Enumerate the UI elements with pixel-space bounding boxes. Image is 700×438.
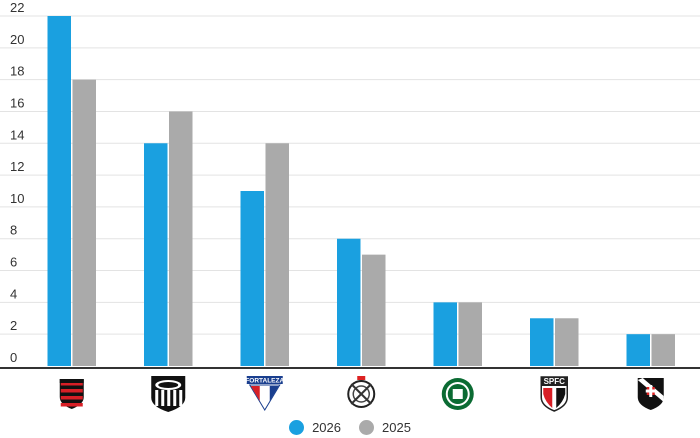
palmeiras-crest-icon [441,378,474,410]
y-tick-label: 10 [10,191,24,206]
bar-2025-palmeiras[interactable] [458,302,483,366]
y-tick-label: 0 [10,350,17,365]
ceara-crest-icon [151,376,186,412]
y-tick-label: 14 [10,127,24,142]
fortaleza-crest-text: FORTALEZA [245,378,284,385]
corinthians-crest-icon [347,376,376,408]
y-tick-label: 8 [10,223,17,238]
bar-2026-fortaleza[interactable] [240,191,265,366]
bar-2025-flamengo[interactable] [72,79,97,367]
flamengo-crest-icon [59,379,84,409]
sao-paulo-crest-text: SPFC [544,377,566,386]
y-axis-ticks: 0 2 4 6 8 10 12 14 16 18 20 22 [10,0,24,365]
x-axis-crests: FORTALEZA SPFC [59,376,664,412]
legend-item-2026[interactable]: 2026 [289,420,341,435]
y-tick-label: 6 [10,255,17,270]
y-tick-label: 12 [10,159,24,174]
bar-2025-corinthians[interactable] [362,254,386,366]
bar-2026-flamengo[interactable] [47,16,72,366]
bar-chart: 0 2 4 6 8 10 12 14 16 18 20 22 FORTALEZA SPFC [0,0,700,412]
vasco-crest-icon [637,378,664,410]
legend-item-2025[interactable]: 2025 [359,420,411,435]
y-tick-label: 2 [10,318,17,333]
bar-2026-vasco[interactable] [626,334,651,366]
bar-2025-fortaleza[interactable] [265,143,290,366]
legend-swatch-2026 [289,420,305,435]
bar-2025-ceara[interactable] [169,111,193,366]
y-tick-label: 18 [10,64,24,79]
legend-label-2025: 2025 [382,420,411,435]
bar-2025-sao-paulo[interactable] [555,318,579,366]
y-tick-label: 22 [10,0,24,15]
bars [47,16,676,367]
bar-2026-palmeiras[interactable] [433,302,458,366]
y-tick-label: 20 [10,32,24,47]
fortaleza-crest-icon: FORTALEZA [245,376,284,411]
legend-swatch-2025 [359,420,374,435]
bar-2026-corinthians[interactable] [337,238,361,366]
bar-2026-ceara[interactable] [144,143,168,366]
bar-2026-sao-paulo[interactable] [530,318,554,366]
grid-lines [0,15,700,335]
legend-label-2026: 2026 [312,420,341,435]
sao-paulo-crest-icon: SPFC [540,376,568,412]
legend: 2026 2025 [0,420,700,435]
y-tick-label: 16 [10,95,24,110]
bar-2025-vasco[interactable] [651,334,676,366]
y-tick-label: 4 [10,286,17,301]
